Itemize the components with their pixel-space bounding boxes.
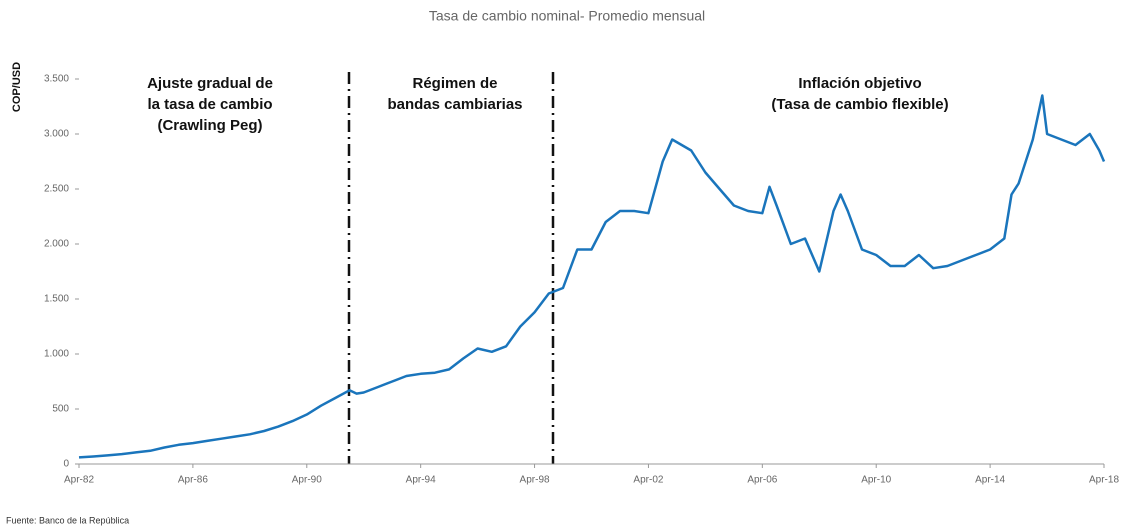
x-tick-label: Apr-06	[747, 475, 777, 486]
y-tick-label: 3.000	[44, 129, 69, 140]
x-tick-label: Apr-82	[64, 475, 94, 486]
annotation: Inflación objetivo	[798, 75, 921, 92]
y-tick-label: 3.500	[44, 74, 69, 85]
y-tick-label: 0	[63, 459, 69, 470]
annotation: Ajuste gradual de	[147, 75, 273, 92]
x-tick-label: Apr-02	[633, 475, 663, 486]
x-tick-label: Apr-94	[406, 475, 436, 486]
x-tick-label: Apr-14	[975, 475, 1005, 486]
y-tick-label: 1.000	[44, 349, 69, 360]
x-tick-label: Apr-10	[861, 475, 891, 486]
y-tick-label: 2.000	[44, 239, 69, 250]
annotation: Régimen de	[412, 75, 497, 92]
annotation: la tasa de cambio	[147, 96, 272, 113]
source: Fuente: Banco de la República	[6, 515, 129, 525]
chart-title: Tasa de cambio nominal- Promedio mensual	[429, 8, 705, 24]
x-tick-label: Apr-18	[1089, 475, 1119, 486]
x-tick-label: Apr-90	[292, 475, 322, 486]
line-series	[78, 94, 1106, 459]
y-tick-label: 1.500	[44, 294, 69, 305]
y-axis-label: COP/USD	[11, 62, 23, 112]
y-tick-label: 2.500	[44, 184, 69, 195]
x-tick-label: Apr-86	[178, 475, 208, 486]
x-tick-label: Apr-98	[520, 475, 550, 486]
y-tick-label: 500	[52, 404, 69, 415]
annotation: bandas cambiarias	[387, 96, 522, 113]
annotation: (Crawling Peg)	[157, 117, 262, 134]
annotation: (Tasa de cambio flexible)	[771, 96, 948, 113]
